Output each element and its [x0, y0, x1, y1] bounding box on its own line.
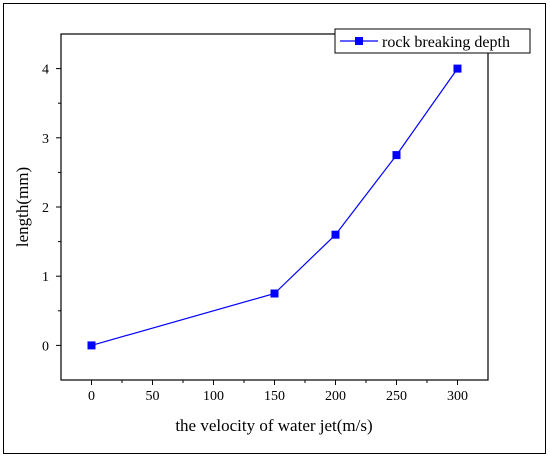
- data-point-marker: [270, 289, 279, 298]
- y-tick-label: 1: [42, 270, 49, 285]
- legend-marker-square: [355, 37, 363, 45]
- x-axis-label: the velocity of water jet(m/s): [175, 416, 372, 435]
- x-tick-label: 150: [264, 389, 285, 404]
- x-tick-label: 0: [88, 389, 95, 404]
- x-tick-label: 100: [203, 389, 224, 404]
- x-tick-label: 50: [146, 389, 160, 404]
- y-tick-label: 2: [42, 201, 49, 216]
- x-tick-label: 250: [386, 389, 407, 404]
- y-tick-label: 3: [42, 132, 49, 147]
- figure-border: [3, 3, 546, 454]
- data-point-marker: [87, 341, 96, 350]
- y-axis-label: length(mm): [13, 167, 32, 247]
- x-tick-label: 200: [325, 389, 346, 404]
- legend: rock breaking depth: [334, 28, 531, 54]
- x-tick-label: 300: [447, 389, 468, 404]
- data-point-marker: [453, 64, 462, 73]
- y-tick-label: 4: [42, 63, 49, 78]
- data-point-marker: [331, 230, 340, 239]
- x-axis-ticks: 0 50 100 150 200 250 300: [88, 380, 468, 404]
- legend-label: rock breaking depth: [382, 34, 510, 51]
- y-axis-ticks: 0 1 2 3 4: [42, 63, 61, 354]
- y-tick-label: 0: [42, 339, 49, 354]
- series-layer: [87, 64, 462, 350]
- data-point-marker: [392, 151, 401, 160]
